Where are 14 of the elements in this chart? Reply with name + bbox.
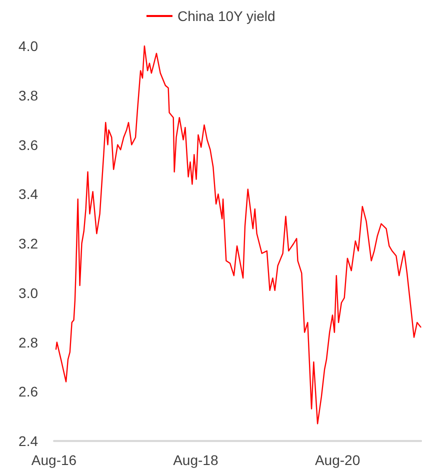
- x-tick-label: Aug-16: [31, 452, 77, 468]
- y-tick-label: 3.4: [18, 186, 38, 202]
- legend-label: China 10Y yield: [177, 8, 276, 24]
- y-tick-label: 2.8: [18, 334, 38, 350]
- y-tick-label: 2.6: [18, 384, 38, 400]
- line-series: [55, 45, 422, 424]
- y-tick-label: 3.2: [18, 236, 38, 252]
- y-tick-label: 3.0: [18, 284, 38, 301]
- y-tick-label: 3.6: [18, 136, 38, 153]
- x-tick-label: Aug-18: [173, 452, 218, 468]
- y-tick-label: 2.4: [18, 433, 38, 449]
- y-tick-label: 3.8: [18, 87, 38, 104]
- y-tick-label: 4.0: [18, 38, 38, 54]
- x-tick-label: Aug-20: [314, 452, 360, 468]
